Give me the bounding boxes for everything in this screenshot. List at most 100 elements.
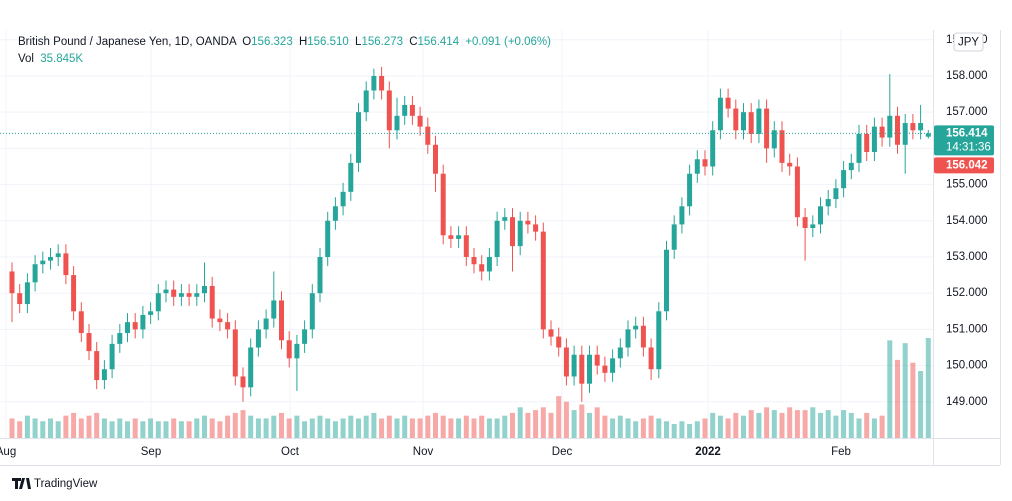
currency: JPY <box>958 37 979 49</box>
y-tick-label: 153.000 <box>946 251 988 263</box>
candle-body <box>279 300 284 341</box>
volume-bar <box>479 415 485 438</box>
change: +0.091 (+0.06%) <box>465 36 551 48</box>
volume-bar <box>232 412 238 438</box>
candle-body <box>325 220 331 257</box>
volume-bar <box>594 407 600 438</box>
volume-bar <box>548 412 554 438</box>
candle-body <box>155 293 161 312</box>
volume-bar <box>194 418 200 438</box>
candle-body <box>71 275 77 312</box>
volume-bar <box>17 421 23 438</box>
y-tick-label: 157.000 <box>946 106 988 118</box>
candle-body <box>209 285 215 319</box>
y-tick-label: 151.000 <box>946 323 988 335</box>
candle-body <box>741 112 746 131</box>
volume-bar <box>255 418 261 438</box>
candle-body <box>86 333 92 352</box>
volume-bar <box>132 418 138 438</box>
candle-body <box>125 322 130 334</box>
candle-body <box>425 126 431 145</box>
candle-body <box>186 293 192 297</box>
volume-bar <box>656 418 662 438</box>
volume-bar <box>579 404 585 438</box>
volume-bar <box>332 421 338 438</box>
candle-body <box>802 217 808 229</box>
volume-bar <box>879 415 885 438</box>
candle-body <box>178 293 184 297</box>
candle-body <box>602 365 608 373</box>
candle-body <box>271 300 277 319</box>
ohlc-value: 156.414 <box>418 36 460 48</box>
volume-bar <box>125 421 130 438</box>
currency-badge <box>953 32 984 52</box>
candle-body <box>617 347 623 359</box>
price-pane <box>0 66 933 402</box>
candle-body <box>841 170 847 189</box>
ohlc-key: L <box>355 36 362 48</box>
volume-bar <box>48 418 53 438</box>
candle-body <box>748 112 754 134</box>
candle-body <box>879 126 885 138</box>
volume-bar <box>286 418 292 438</box>
candle-body <box>48 256 53 261</box>
ohlc-value: 156.273 <box>361 36 403 48</box>
volume-bar <box>910 362 916 438</box>
candle-body <box>679 206 685 225</box>
candle-body <box>918 123 924 131</box>
volume-bar <box>209 418 215 438</box>
volume-bar <box>32 418 38 438</box>
candle-body <box>394 115 400 131</box>
candle-body <box>148 311 154 315</box>
volume-bar <box>40 421 46 438</box>
candle-body <box>78 311 84 334</box>
candle-body <box>463 235 469 257</box>
volume-bar <box>556 396 562 438</box>
volume-bar <box>155 421 161 438</box>
candle-body <box>687 173 693 207</box>
candle-body <box>332 206 338 221</box>
volume-bar <box>664 421 669 438</box>
volume-bar <box>101 418 107 438</box>
candle-body <box>895 115 900 145</box>
grid <box>0 30 933 438</box>
x-tick-label: Nov <box>413 446 434 458</box>
volume-bar <box>533 410 539 438</box>
candle-body <box>887 115 893 138</box>
volume-bar <box>617 415 623 438</box>
candle-body <box>548 329 554 337</box>
candle-body <box>202 285 207 294</box>
candle-body <box>55 253 61 257</box>
candle-body <box>533 224 539 232</box>
candle-body <box>225 322 231 330</box>
volume-bar <box>694 421 700 438</box>
candle-body <box>794 166 800 218</box>
volume-bar <box>779 412 785 438</box>
volume-bar <box>540 407 546 438</box>
volume-bar <box>648 415 654 438</box>
volume-bar <box>202 415 207 438</box>
volume-bar <box>279 412 284 438</box>
volume-bar <box>895 359 900 438</box>
candle-body <box>117 333 123 344</box>
volume-bar <box>379 418 385 438</box>
volume-bar <box>425 415 431 438</box>
volume-bar <box>363 415 369 438</box>
volume-bar <box>448 418 454 438</box>
volume-bar <box>186 421 192 438</box>
last-price-label: 156.414 <box>946 127 988 139</box>
volume-bar <box>810 407 816 438</box>
volume-bar <box>587 412 592 438</box>
y-tick-label: 150.000 <box>946 360 988 372</box>
volume-bar <box>640 418 646 438</box>
volume-bar <box>325 418 331 438</box>
volume-bar <box>802 410 808 438</box>
candle-body <box>779 130 785 163</box>
candle-body <box>379 75 385 91</box>
candle-body <box>725 97 731 109</box>
candle-body <box>864 133 870 153</box>
candle-body <box>925 133 931 137</box>
volume-bar <box>887 340 893 438</box>
volume-bar <box>833 415 839 438</box>
volume-bar <box>856 418 862 438</box>
